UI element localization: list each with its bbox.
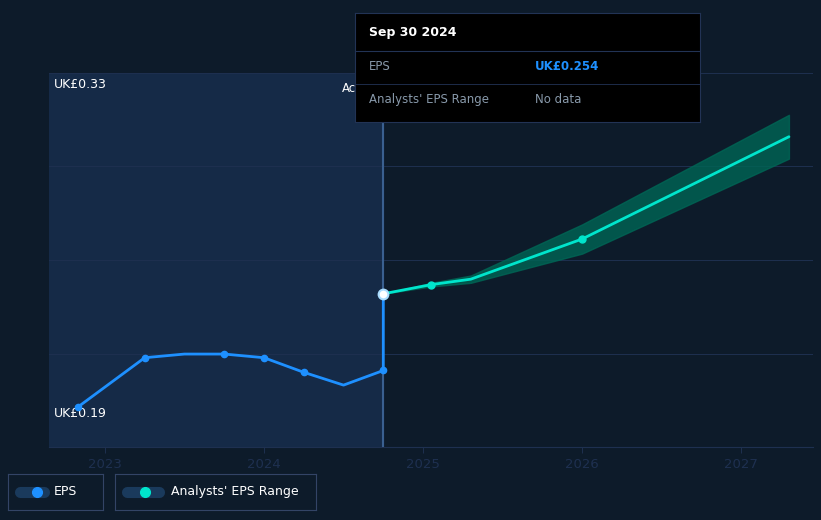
Text: EPS: EPS: [369, 60, 391, 73]
Bar: [49, 73, 383, 447]
Text: Analysts' EPS Range: Analysts' EPS Range: [172, 486, 299, 498]
Text: No data: No data: [534, 93, 581, 106]
Text: Sep 30 2024: Sep 30 2024: [369, 26, 456, 39]
Text: EPS: EPS: [53, 486, 77, 498]
Text: UK£0.19: UK£0.19: [54, 407, 107, 420]
Text: Actual: Actual: [342, 82, 378, 95]
Text: Analysts Forecasts: Analysts Forecasts: [393, 82, 502, 95]
Text: UK£0.33: UK£0.33: [54, 79, 107, 92]
Text: Analysts' EPS Range: Analysts' EPS Range: [369, 93, 489, 106]
Text: UK£0.254: UK£0.254: [534, 60, 599, 73]
